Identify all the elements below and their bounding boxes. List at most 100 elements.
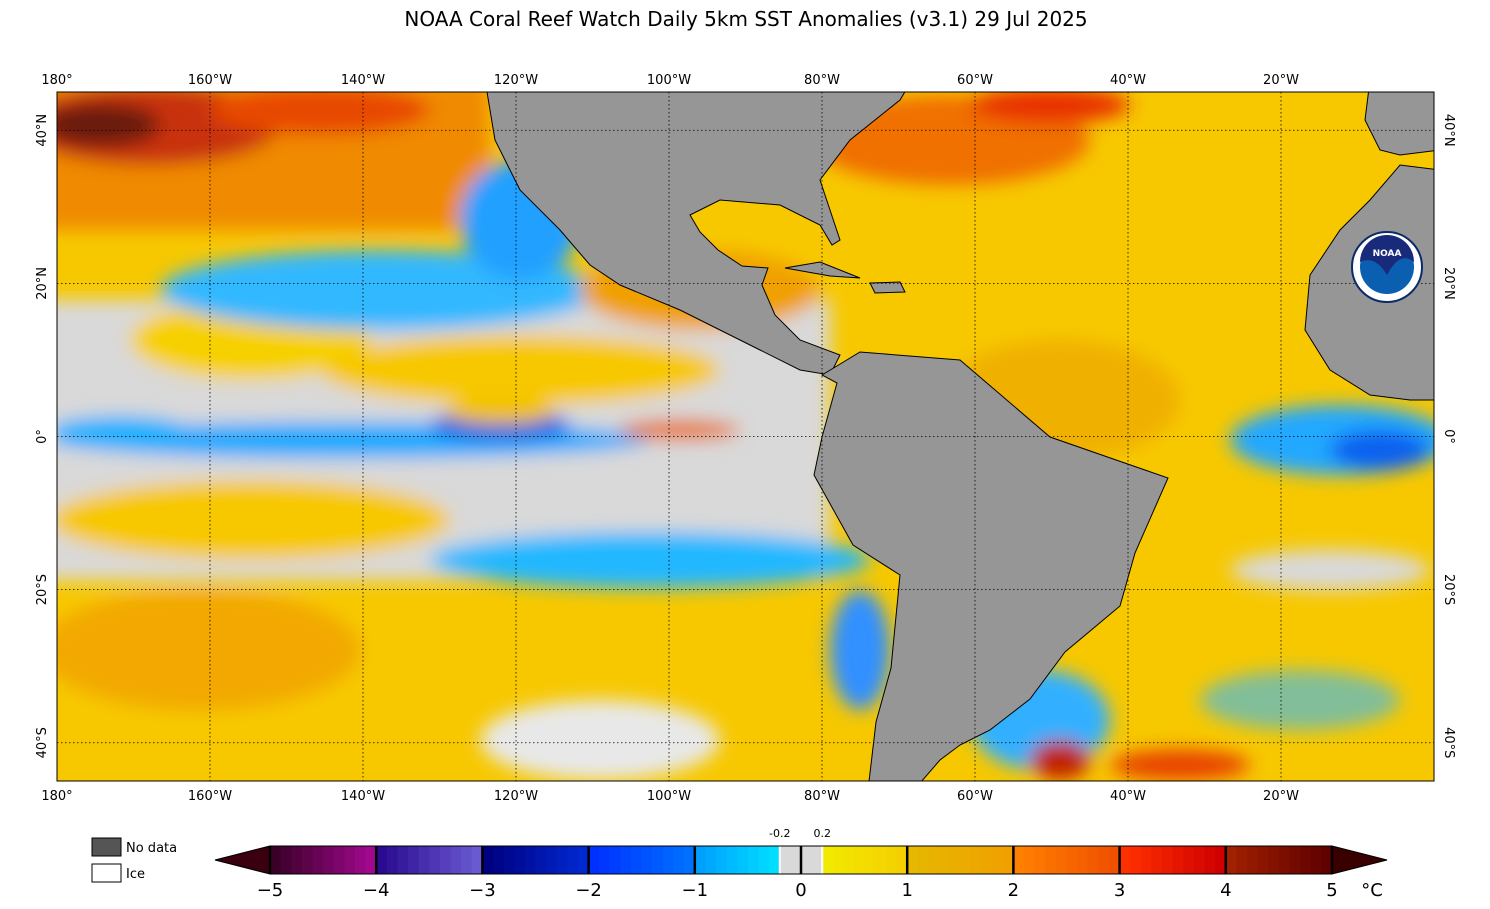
colorbar-step [1172, 846, 1184, 874]
colorbar-step [864, 846, 876, 874]
colorbar-step [631, 846, 643, 874]
colorbar-step [471, 846, 483, 874]
colorbar: -0.2 0.2 −5 −4 −3 −2 −1 0 1 2 3 4 5 °C [214, 827, 1388, 901]
colorbar-step [1013, 846, 1025, 874]
colorbar-step [482, 846, 494, 874]
colorbar-step [1066, 846, 1078, 874]
north-america [486, 92, 906, 376]
colorbar-step [769, 846, 781, 874]
legend-swatch [91, 863, 122, 883]
x-tick-label-top: 120°W [494, 73, 538, 88]
colorbar-step [493, 846, 505, 874]
colorbar-step [747, 846, 760, 874]
colorbar-step [620, 846, 632, 874]
logo-text: NOAA [1373, 249, 1402, 259]
colorbar-step [344, 846, 356, 874]
colorbar-step [960, 846, 972, 874]
colorbar-step [386, 846, 398, 874]
title: NOAA Coral Reef Watch Daily 5km SST Anom… [404, 7, 1087, 31]
europe [1364, 92, 1434, 156]
colorbar-step [376, 846, 388, 874]
colorbar-step [599, 846, 611, 874]
colorbar-tick-label: −5 [257, 880, 284, 901]
colorbar-tick-label: −1 [682, 880, 709, 901]
colorbar-step [1215, 846, 1227, 874]
x-tick-label-bottom: 140°W [341, 789, 385, 804]
colorbar-step [397, 846, 409, 874]
colorbar-tick-label: −2 [575, 880, 602, 901]
x-tick-label-bottom: 100°W [647, 789, 691, 804]
y-tick-label-right: 0° [1441, 429, 1456, 444]
colorbar-step [1257, 846, 1269, 874]
colorbar-step [280, 846, 292, 874]
y-tick-label-left: 20°N [35, 267, 50, 300]
colorbar-step [1236, 846, 1248, 874]
colorbar-step [1278, 846, 1291, 874]
colorbar-step [758, 846, 770, 874]
colorbar-step [652, 846, 664, 874]
x-tick-label-top: 160°W [188, 73, 232, 88]
colorbar-step [1045, 846, 1057, 874]
colorbar-step [992, 846, 1004, 874]
colorbar-step [609, 846, 621, 874]
colorbar-step [323, 846, 335, 874]
colorbar-step [705, 846, 717, 874]
x-tick-label-top: 60°W [957, 73, 993, 88]
colorbar-unit: °C [1361, 880, 1383, 901]
x-tick-label-bottom: 120°W [494, 789, 538, 804]
colorbar-step [408, 846, 420, 874]
y-tick-label-left: 40°S [35, 727, 50, 758]
graticule [57, 92, 1434, 781]
colorbar-step [949, 846, 961, 874]
colorbar-step [1098, 846, 1110, 874]
colorbar-step [1140, 846, 1152, 874]
colorbar-step [1268, 846, 1280, 874]
x-tick-label-top: 140°W [341, 73, 385, 88]
colorbar-step [854, 846, 866, 874]
colorbar-step [535, 846, 547, 874]
colorbar-step [694, 846, 706, 874]
colorbar-step [1183, 846, 1195, 874]
colorbar-step [1024, 846, 1036, 874]
colorbar-step [1055, 846, 1067, 874]
x-tick-label-bottom: 80°W [804, 789, 840, 804]
legend-label: No data [126, 841, 177, 856]
colorbar-step [875, 846, 887, 874]
colorbar-minor-label: 0.2 [813, 827, 831, 840]
colorbar-step [832, 846, 844, 874]
colorbar-step [939, 846, 951, 874]
colorbar-step [1077, 846, 1089, 874]
x-tick-label-top: 20°W [1263, 73, 1299, 88]
colorbar-step [418, 846, 430, 874]
colorbar-tick-label: 4 [1220, 880, 1231, 901]
y-tick-label-right: 40°N [1441, 114, 1456, 147]
x-tick-label-top: 40°W [1110, 73, 1146, 88]
colorbar-step [716, 846, 728, 874]
colorbar-step [333, 846, 345, 874]
colorbar-step [1225, 846, 1237, 874]
colorbar-step [1321, 846, 1333, 874]
colorbar-step [1300, 846, 1312, 874]
colorbar-step [1151, 846, 1163, 874]
y-tick-label-right: 20°S [1441, 574, 1456, 605]
colorbar-step [641, 846, 653, 874]
y-tick-label-left: 0° [35, 429, 50, 444]
colorbar-step [1162, 846, 1174, 874]
colorbar-step [514, 846, 526, 874]
colorbar-step [1204, 846, 1216, 874]
colorbar-step [1002, 846, 1014, 874]
colorbar-tick-label: −3 [469, 880, 496, 901]
colorbar-step [684, 846, 696, 874]
colorbar-tick-label: 2 [1008, 880, 1019, 901]
colorbar-step [439, 846, 452, 874]
colorbar-step [577, 846, 590, 874]
colorbar-step [546, 846, 558, 874]
colorbar-step [1193, 846, 1206, 874]
colorbar-step [662, 846, 675, 874]
colorbar-step [885, 846, 898, 874]
colorbar-step [1034, 846, 1046, 874]
colorbar-step [726, 846, 738, 874]
south-america [813, 351, 1169, 781]
colorbar-step [556, 846, 568, 874]
